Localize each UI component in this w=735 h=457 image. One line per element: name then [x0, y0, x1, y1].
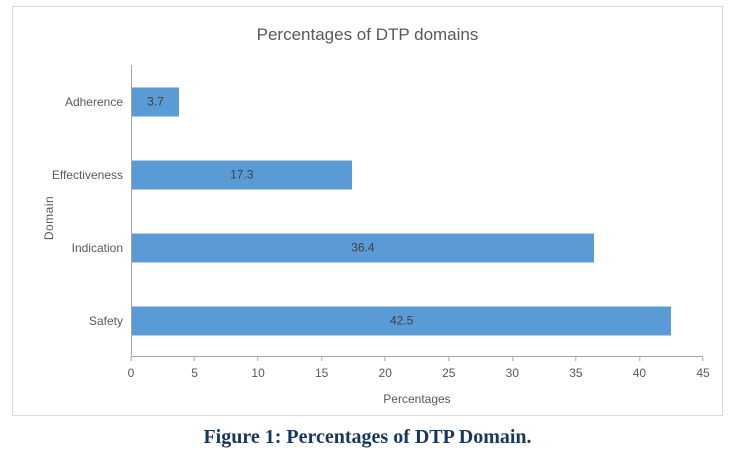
bar-row: Adherence 3.7 [65, 65, 703, 138]
x-tick: 35 [569, 357, 583, 382]
tick-label: 0 [127, 366, 135, 380]
bar-indication: 36.4 [132, 233, 594, 262]
bar-chart: Percentages of DTP domains Domain Adhere… [12, 6, 723, 416]
tick-mark [384, 357, 386, 361]
tick-mark [321, 357, 323, 361]
x-axis-ticks: 0 5 10 15 20 25 30 35 40 45 [127, 357, 710, 382]
tick-label: 45 [696, 366, 710, 380]
bar-row: Safety 42.5 [89, 284, 703, 357]
bar-adherence: 3.7 [132, 87, 179, 116]
bar-effectiveness: 17.3 [132, 160, 352, 189]
tick-mark [511, 357, 513, 361]
figure-caption: Figure 1: Percentages of DTP Domain. [203, 426, 532, 448]
tick-mark [702, 357, 704, 361]
x-tick: 5 [191, 357, 198, 382]
bar-value-label: 36.4 [351, 240, 375, 255]
tick-mark [194, 357, 196, 361]
x-tick: 0 [127, 357, 135, 382]
tick-mark [448, 357, 450, 361]
x-tick: 20 [379, 357, 392, 382]
bar-value-label: 42.5 [389, 313, 414, 328]
tick-label: 15 [314, 366, 329, 380]
tick-mark [257, 357, 259, 361]
tick-label: 5 [191, 366, 198, 380]
tick-label: 25 [442, 366, 456, 380]
x-tick: 25 [442, 357, 455, 382]
x-tick: 30 [506, 357, 519, 382]
category-label: Safety [88, 313, 123, 328]
tick-mark [638, 357, 640, 361]
x-tick: 45 [696, 357, 710, 382]
x-tick: 10 [251, 357, 265, 382]
bar-row: Effectiveness 17.3 [52, 138, 703, 211]
y-axis-title: Domain [42, 195, 57, 241]
x-tick: 40 [633, 357, 646, 382]
bar-row: Indication 36.4 [72, 211, 703, 284]
category-label: Effectiveness [51, 167, 123, 182]
tick-mark [575, 357, 577, 361]
chart-title: Percentages of DTP domains [256, 25, 479, 44]
tick-label: 30 [505, 366, 520, 380]
category-label: Indication [71, 240, 123, 255]
tick-label: 20 [378, 366, 392, 380]
tick-label: 40 [632, 366, 647, 380]
bar-value-label: 17.3 [230, 167, 254, 182]
bar-safety: 42.5 [132, 306, 672, 335]
tick-label: 35 [569, 366, 583, 380]
x-axis-title: Percentages [383, 392, 451, 406]
tick-mark [130, 357, 132, 361]
plot-area: Adherence 3.7 Effectiveness 17.3 Indicat… [52, 65, 703, 357]
x-tick: 15 [315, 357, 328, 382]
bar-value-label: 3.7 [147, 94, 164, 109]
category-label: Adherence [64, 94, 123, 109]
tick-label: 10 [251, 366, 265, 380]
